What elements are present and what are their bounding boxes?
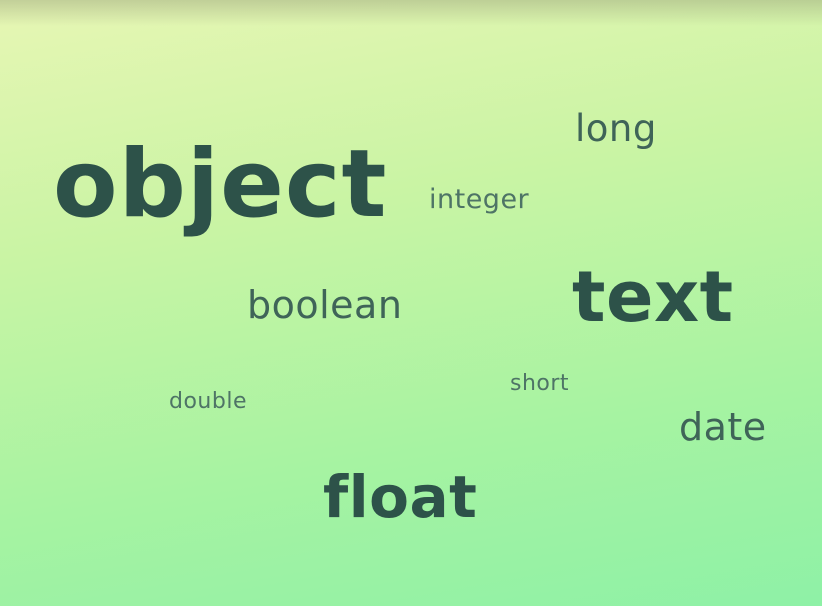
word-date: date xyxy=(679,405,767,449)
top-shadow xyxy=(0,0,822,26)
word-object: object xyxy=(53,130,388,239)
word-boolean: boolean xyxy=(247,283,403,327)
word-float: float xyxy=(323,463,478,531)
word-integer: integer xyxy=(429,184,530,215)
word-text: text xyxy=(572,256,734,338)
word-short: short xyxy=(510,371,570,396)
word-double: double xyxy=(169,389,247,414)
word-long: long xyxy=(575,107,657,150)
